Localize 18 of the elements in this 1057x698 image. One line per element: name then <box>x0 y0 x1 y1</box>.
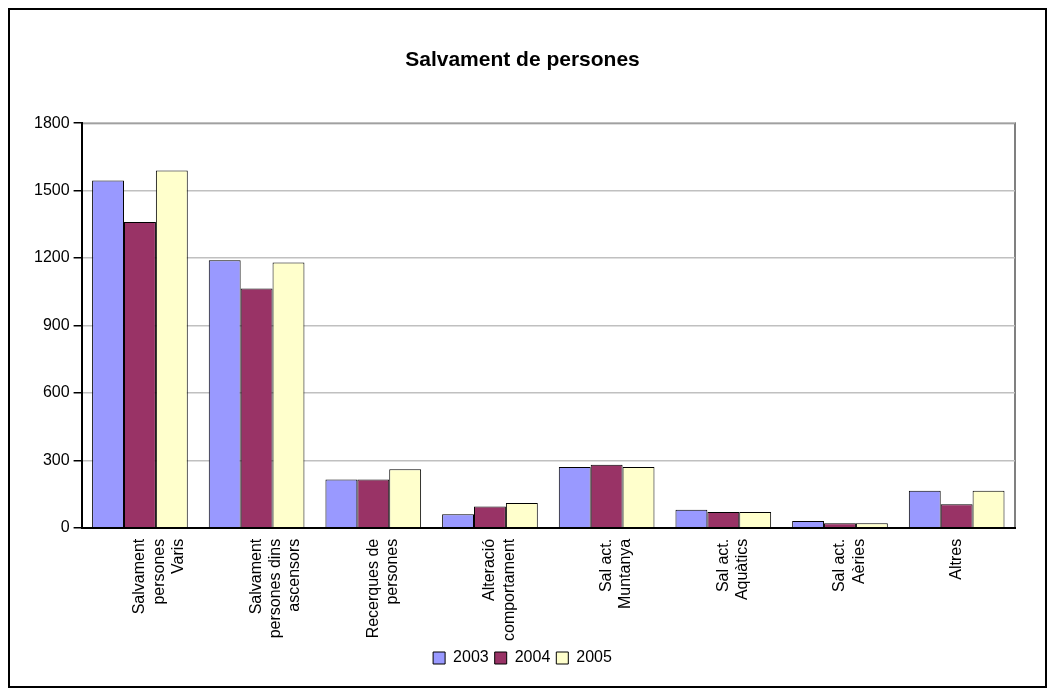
y-tick-label: 1500 <box>34 181 70 199</box>
x-tick-label: Sal act. Aquàtics <box>713 538 750 601</box>
y-tick-label: 900 <box>42 315 70 333</box>
x-tick-label: Altres <box>947 538 965 580</box>
y-tick-label: 600 <box>42 383 70 401</box>
legend-label: 2005 <box>576 648 612 666</box>
legend-label: 2003 <box>453 648 489 666</box>
y-tick-label: 0 <box>60 518 70 536</box>
x-tick-label: Sal act. Muntanya <box>597 538 634 609</box>
y-tick-label: 1800 <box>34 113 70 131</box>
legend-label: 2004 <box>514 648 551 666</box>
x-tick-label: Salvament persones Varis <box>130 538 186 615</box>
x-tick-label: Recerques de persones <box>363 538 400 639</box>
y-tick-label: 1200 <box>34 248 70 266</box>
chart-title: Salvament de persones <box>405 47 640 71</box>
y-tick-label: 300 <box>42 450 70 468</box>
x-tick-label: Salvament persones dins ascensors <box>247 538 303 639</box>
x-tick-label: Sal act. Aèries <box>830 538 867 593</box>
